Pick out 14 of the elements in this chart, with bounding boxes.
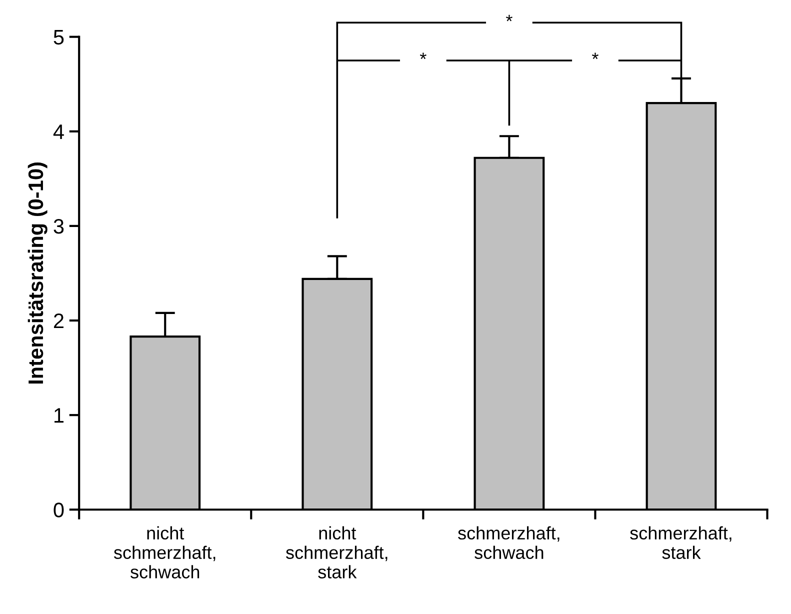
y-tick-label: 5 xyxy=(54,30,64,45)
y-tick-label: 0 xyxy=(54,502,64,518)
text: * xyxy=(506,14,512,22)
annotation: * xyxy=(592,52,598,60)
x-tick-label: schmerzhaft, schwach xyxy=(458,526,560,559)
x-tick-label: nicht schmerzhaft, schwach xyxy=(114,526,216,578)
x-tick-label: schmerzhaft, stark xyxy=(630,526,732,559)
y-tick-label: 3 xyxy=(54,218,64,234)
y-tick-label: 2 xyxy=(54,314,64,328)
annotation: * xyxy=(420,52,426,60)
y-tick-label: 4 xyxy=(53,124,64,139)
x-tick-label: nicht schmerzhaft, stark xyxy=(286,526,388,578)
y-axis-title: Intensitätsrating (0-10) xyxy=(28,162,48,384)
y-tick-label: 1 xyxy=(54,408,64,423)
